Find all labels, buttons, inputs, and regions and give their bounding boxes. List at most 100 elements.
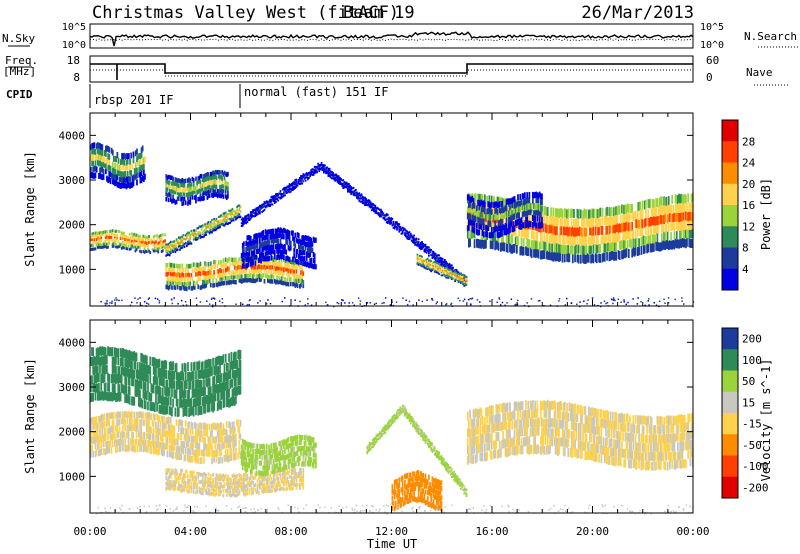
scatter-cell xyxy=(525,229,527,239)
scatter-cell xyxy=(535,232,538,242)
scatter-cell xyxy=(285,234,288,240)
scatter-cell xyxy=(196,448,198,456)
scatter-cell xyxy=(187,187,189,192)
scatter-cell xyxy=(263,245,266,251)
scatter-cell xyxy=(183,441,186,448)
noise-cell xyxy=(405,299,407,301)
scatter-cell xyxy=(268,261,270,266)
scatter-cell xyxy=(102,434,105,442)
scatter-cell xyxy=(479,218,482,225)
scatter-cell xyxy=(209,442,212,450)
scatter-cell xyxy=(173,244,176,247)
scatter-cell xyxy=(328,167,331,170)
scatter-cell xyxy=(297,278,300,283)
scatter-cell xyxy=(104,233,107,237)
scatter-cell xyxy=(622,214,624,224)
scatter-cell xyxy=(261,256,264,261)
scatter-cell xyxy=(313,165,316,168)
scatter-cell xyxy=(169,271,172,277)
nsky-tick-top-right: 10^5 xyxy=(700,22,724,33)
scatter-cell xyxy=(176,264,179,269)
scatter-cell xyxy=(637,227,639,237)
scatter-cell xyxy=(136,424,139,431)
noise-cell xyxy=(498,298,501,300)
scatter-cell xyxy=(479,223,482,230)
scatter-cell xyxy=(131,417,133,425)
scatter-cell xyxy=(124,438,127,446)
noise-cell xyxy=(310,304,313,306)
scatter-cell xyxy=(287,273,290,278)
scatter-cell xyxy=(615,215,618,225)
scatter-cell xyxy=(236,266,238,271)
scatter-cell xyxy=(478,229,481,236)
scatter-cell xyxy=(285,192,288,194)
scatter-cell xyxy=(124,418,127,426)
scatter-cell xyxy=(219,175,221,180)
scatter-cell xyxy=(283,194,285,197)
scatter-cell xyxy=(222,194,225,199)
scatter-cell xyxy=(471,195,474,202)
scatter-cell xyxy=(490,226,493,233)
scatter-cell xyxy=(249,217,252,220)
scatter-cell xyxy=(91,235,93,239)
scatter-cell xyxy=(343,181,346,184)
scatter-cell xyxy=(147,245,149,249)
scatter-cell xyxy=(448,263,451,265)
scatter-cell xyxy=(438,257,441,260)
scatter-cell xyxy=(140,411,143,419)
scatter-cell xyxy=(492,214,494,221)
scatter-cell xyxy=(181,282,184,287)
scatter-cell xyxy=(270,200,273,203)
scatter-cell xyxy=(310,248,313,254)
scatter-cell xyxy=(200,225,203,228)
scatter-cell xyxy=(607,242,610,252)
scatter-cell xyxy=(109,432,112,440)
scatter-cell xyxy=(347,185,349,188)
scatter-cell xyxy=(498,219,501,226)
scatter-cell xyxy=(152,240,155,244)
scatter-cell xyxy=(297,253,300,260)
scatter-cell xyxy=(211,457,213,465)
scatter-cell xyxy=(264,245,267,251)
scatter-cell xyxy=(518,212,521,219)
scatter-cell xyxy=(520,199,523,205)
scatter-cell xyxy=(167,174,170,180)
scatter-cell xyxy=(236,275,238,280)
scatter-cell xyxy=(421,262,423,265)
scatter-cell xyxy=(168,262,171,267)
scatter-cell xyxy=(217,192,220,197)
scatter-cell xyxy=(542,250,545,260)
scatter-cell xyxy=(248,250,251,257)
scatter-cell xyxy=(476,222,478,229)
scatter-cell xyxy=(229,262,232,267)
scatter-cell xyxy=(128,247,131,251)
scatter-cell xyxy=(624,231,627,241)
scatter-cell xyxy=(168,184,171,189)
scatter-cell xyxy=(181,178,184,183)
scatter-cell xyxy=(541,216,543,223)
scatter-cell xyxy=(486,196,489,205)
scatter-cell xyxy=(683,203,686,213)
scatter-cell xyxy=(299,183,301,185)
scatter-cell xyxy=(342,182,345,185)
scatter-cell xyxy=(253,234,256,240)
scatter-cell xyxy=(351,190,354,193)
scatter-cell xyxy=(126,412,129,419)
scatter-cell xyxy=(364,204,366,207)
scatter-cell xyxy=(133,243,136,246)
scatter-cell xyxy=(99,435,101,443)
scatter-cell xyxy=(173,246,176,249)
scatter-cell xyxy=(173,198,176,204)
scatter-cell xyxy=(231,219,234,222)
scatter-cell xyxy=(469,213,471,220)
scatter-cell xyxy=(116,439,119,447)
scatter-cell xyxy=(386,217,389,220)
scatter-cell xyxy=(154,246,156,250)
scatter-cell xyxy=(183,286,186,291)
scatter-cell xyxy=(520,229,523,239)
scatter-cell xyxy=(275,195,277,198)
scatter-cell xyxy=(296,283,299,288)
noise-cell xyxy=(647,300,649,302)
scatter-cell xyxy=(501,241,503,251)
scatter-cell xyxy=(207,443,210,451)
